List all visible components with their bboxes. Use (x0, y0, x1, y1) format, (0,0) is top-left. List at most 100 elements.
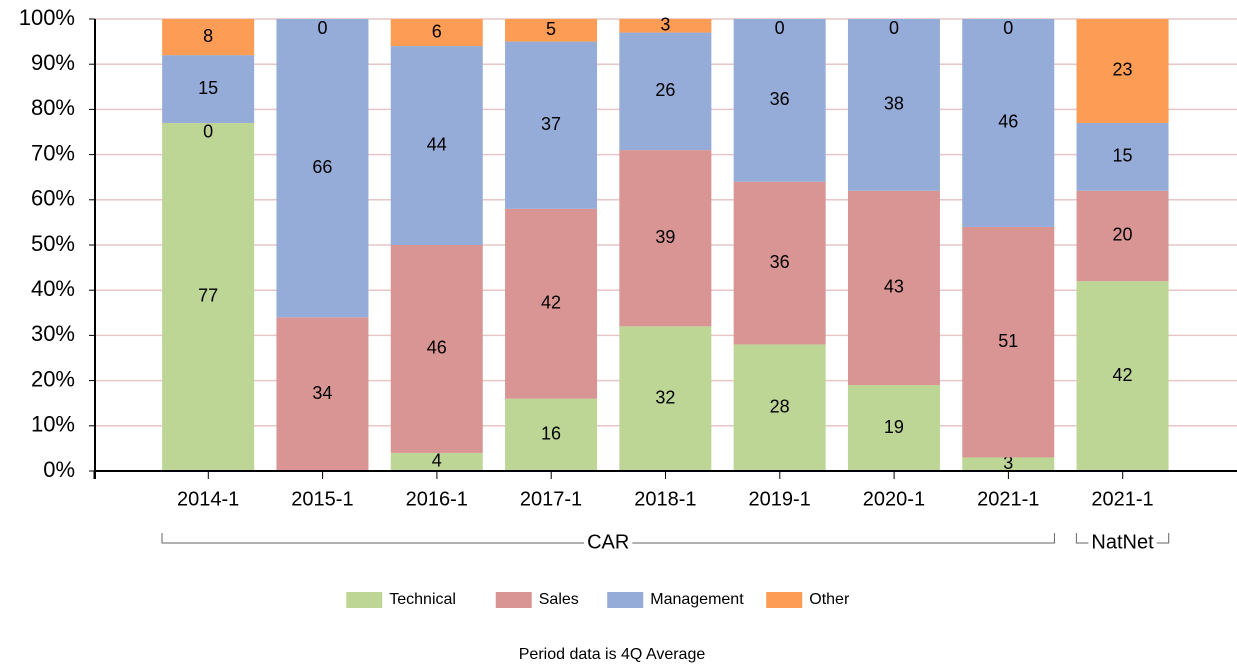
data-label: 42 (541, 293, 561, 313)
bar-segment (162, 55, 255, 123)
bar-segment (1076, 281, 1169, 471)
legend-swatch (766, 592, 803, 608)
y-tick-label: 90% (31, 50, 75, 75)
data-label: 16 (541, 424, 561, 444)
group-label-bg (584, 531, 633, 555)
bar-segment (505, 398, 598, 471)
legend-label: Sales (539, 591, 579, 608)
x-tick-label: 2021-1 (1091, 488, 1153, 510)
x-tick-label: 2015-1 (291, 488, 353, 510)
legend-swatch (607, 592, 644, 608)
group-label: CAR (587, 531, 629, 553)
y-tick-label: 100% (19, 5, 75, 30)
bar-segment (962, 226, 1055, 458)
bar-segment (505, 19, 598, 42)
data-label: 19 (884, 417, 904, 437)
x-tick-label: 2021-1 (977, 488, 1039, 510)
data-label: 36 (770, 89, 790, 109)
data-label: 46 (998, 112, 1018, 132)
y-tick-label: 70% (31, 140, 75, 165)
y-tick-label: 30% (31, 321, 75, 346)
legend-swatch (346, 592, 383, 608)
x-tick-label: 2020-1 (863, 488, 925, 510)
data-label: 44 (427, 134, 447, 154)
y-tick-label: 80% (31, 95, 75, 120)
bar-segment (619, 32, 712, 151)
bar-segment (1076, 122, 1169, 191)
group-label-bg (1088, 531, 1157, 555)
data-label: 0 (775, 18, 785, 38)
footnote: Period data is 4Q Average (519, 646, 706, 663)
bar-segment (390, 19, 483, 47)
data-label: 23 (1113, 60, 1133, 80)
data-label: 20 (1113, 225, 1133, 245)
bar-segment (1076, 19, 1169, 123)
data-label: 15 (198, 78, 218, 98)
bar-segment (733, 344, 826, 471)
bar-segment (962, 457, 1055, 471)
bar-segment (390, 452, 483, 471)
x-tick-label: 2018-1 (634, 488, 696, 510)
y-tick-label: 60% (31, 186, 75, 211)
data-label: 26 (655, 80, 675, 100)
data-label: 39 (655, 227, 675, 247)
bar-segment (733, 19, 826, 182)
bar-segment (847, 19, 940, 191)
bar-segment (619, 326, 712, 471)
data-label: 77 (198, 286, 218, 306)
legend-label: Management (650, 591, 744, 608)
data-label: 66 (312, 157, 332, 177)
data-label: 0 (889, 18, 899, 38)
data-label: 0 (203, 122, 213, 142)
data-label: 6 (432, 21, 442, 41)
data-label: 43 (884, 277, 904, 297)
data-label: 4 (432, 451, 442, 471)
y-tick-label: 10% (31, 412, 75, 437)
data-label: 3 (660, 15, 670, 35)
legend-label: Technical (389, 591, 456, 608)
bar-segment (619, 150, 712, 327)
data-label: 51 (998, 331, 1018, 351)
y-tick-label: 0% (43, 457, 75, 482)
data-label: 46 (427, 338, 447, 358)
data-label: 0 (1003, 18, 1013, 38)
bar-segment (390, 46, 483, 246)
data-label: 36 (770, 252, 790, 272)
bar-segment (1076, 190, 1169, 282)
x-tick-label: 2014-1 (177, 488, 239, 510)
bar-segment (847, 190, 940, 386)
x-tick-label: 2017-1 (520, 488, 582, 510)
bar-segment (162, 122, 255, 472)
x-tick-label: 2019-1 (749, 488, 811, 510)
legend-label: Other (809, 591, 850, 608)
x-tick-label: 2016-1 (406, 488, 468, 510)
group-label: NatNet (1091, 531, 1154, 553)
data-label: 38 (884, 94, 904, 114)
bar-segment (162, 19, 255, 56)
bar-segment (733, 181, 826, 345)
data-label: 37 (541, 114, 561, 134)
data-label: 15 (1113, 146, 1133, 166)
bar-segment (390, 245, 483, 453)
bar-segment (962, 19, 1055, 227)
bar-segment (505, 208, 598, 399)
y-tick-label: 40% (31, 276, 75, 301)
bar-segment (847, 385, 940, 471)
legend-swatch (495, 592, 532, 608)
y-tick-label: 50% (31, 231, 75, 256)
y-tick-label: 20% (31, 366, 75, 391)
data-label: 32 (655, 387, 675, 407)
bar-segment (276, 317, 369, 471)
bar-segment (276, 19, 369, 318)
bar-segment (619, 19, 712, 33)
data-label: 5 (546, 19, 556, 39)
data-label: 34 (312, 383, 332, 403)
data-label: 0 (317, 18, 327, 38)
data-label: 8 (203, 26, 213, 46)
data-label: 42 (1113, 365, 1133, 385)
data-label: 3 (1003, 453, 1013, 473)
bar-segment (505, 41, 598, 209)
data-label: 28 (770, 396, 790, 416)
